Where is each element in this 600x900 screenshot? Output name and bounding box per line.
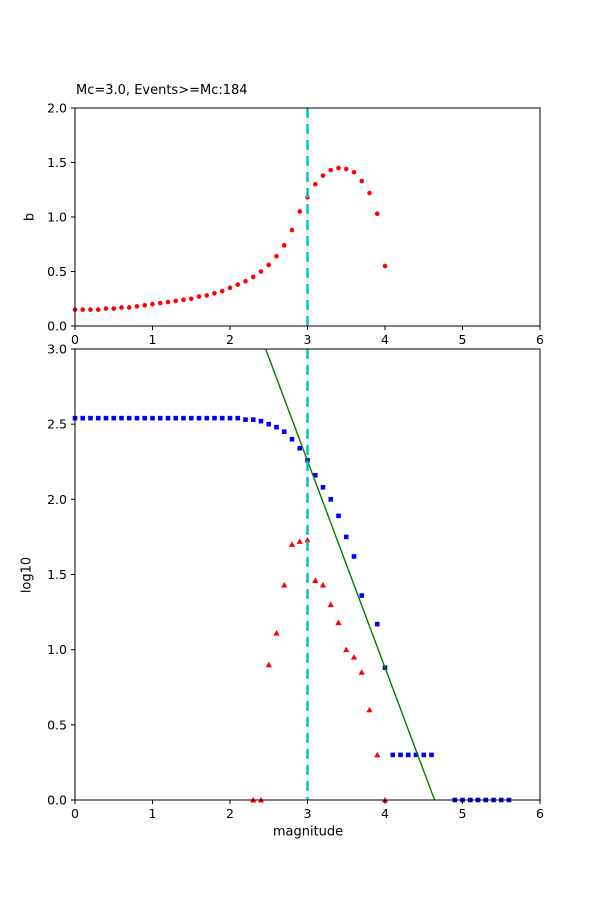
- b-value-vs-magnitude-subplot: 0 1 2 3 4 5 6 0.0 0.5 1.0 1.5 2.0: [47, 101, 544, 348]
- y-tick-label: 2.5: [47, 417, 67, 432]
- y-tick-label: 0.5: [47, 264, 67, 279]
- y-tick-label: 3.0: [47, 342, 67, 357]
- x-tick-label: 0: [71, 806, 79, 821]
- frequency-magnitude-subplot: 0 1 2 3 4 5 6 0.0 0.5 1.0 1.5 2.0 2.5 3.0: [47, 342, 544, 822]
- x-tick-label: 0: [71, 332, 79, 347]
- x-tick-label: 3: [304, 806, 312, 821]
- y-tick-label: 2.0: [47, 492, 67, 507]
- x-tick-label: 1: [149, 332, 157, 347]
- x-tick-label: 2: [226, 332, 234, 347]
- gutenberg-richter-fit-line: [264, 348, 436, 801]
- x-tick-label: 5: [459, 806, 467, 821]
- plot-title: Mc=3.0, Events>=Mc:184: [76, 83, 248, 98]
- y-tick-label: 1.0: [47, 642, 67, 657]
- b-value-estimates: [72, 165, 388, 312]
- x-tick-label: 2: [226, 806, 234, 821]
- cumulative-event-counts: [72, 415, 512, 803]
- x-tick-label: 4: [381, 806, 389, 821]
- y-tick-label: 1.0: [47, 210, 67, 225]
- y-tick-label: 0.5: [47, 717, 67, 732]
- y-tick-label: 2.0: [47, 101, 67, 116]
- y-tick-label: 1.5: [47, 567, 67, 582]
- incremental-event-counts: [250, 536, 389, 803]
- y-axis-label-log10: log10: [19, 556, 35, 594]
- x-tick-label: 3: [304, 332, 312, 347]
- x-tick-label: 4: [381, 332, 389, 347]
- y-tick-label: 1.5: [47, 155, 67, 170]
- x-axis-label-magnitude: magnitude: [272, 824, 344, 840]
- y-axis-label-b: b: [22, 212, 38, 222]
- x-tick-label: 6: [536, 806, 544, 821]
- x-tick-label: 6: [536, 332, 544, 347]
- x-tick-label: 5: [459, 332, 467, 347]
- x-tick-label: 1: [149, 806, 157, 821]
- y-tick-label: 0.0: [47, 793, 67, 808]
- y-tick-label: 0.0: [47, 319, 67, 334]
